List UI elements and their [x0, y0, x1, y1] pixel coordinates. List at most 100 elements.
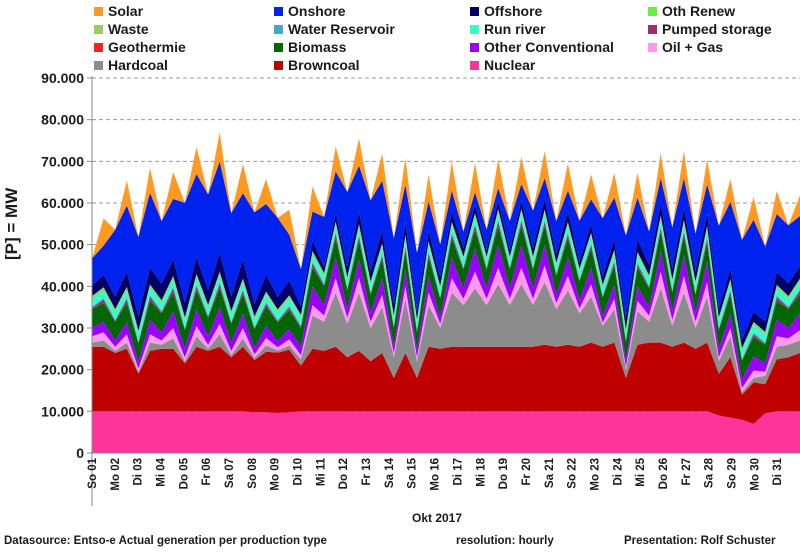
legend-swatch [470, 60, 479, 70]
x-tick-label: So 22 [567, 458, 579, 489]
x-tick-label: Mo 16 [430, 458, 442, 491]
legend-item-solar: Solar [94, 3, 143, 19]
area-hardcoal [92, 282, 800, 395]
y-tick-labels: 0 10.000 20.000 30.000 40.000 50.000 60.000 70.… [41, 70, 84, 461]
footer-datasource: Datasource: Entso-e Actual generation pe… [4, 535, 327, 547]
axes [87, 76, 800, 506]
x-axis-title: Okt 2017 [412, 511, 463, 525]
legend-item-pumped-storage: Pumped storage [648, 21, 772, 37]
x-tick-label: Fr 27 [681, 458, 693, 486]
legend-swatch [648, 6, 657, 16]
x-tick-label: So 08 [247, 457, 259, 488]
legend-item-offshore: Offshore [470, 3, 542, 19]
legend-swatch [94, 42, 103, 52]
x-tick-label: Mo 23 [590, 458, 602, 491]
chart-legend: Solar Onshore Offshore Oth Renew Waste Water … [0, 0, 800, 80]
legend-item-browncoal: Browncoal [274, 57, 360, 73]
y-tick-label: 80.000 [41, 112, 84, 128]
legend-item-water-reservoir: Water Reservoir [274, 21, 395, 37]
area-series [92, 132, 800, 453]
legend-swatch [648, 24, 657, 34]
legend-item-nuclear: Nuclear [470, 57, 535, 73]
x-tick-label: Fr 20 [521, 458, 533, 486]
legend-label: Water Reservoir [288, 21, 395, 37]
legend-item-onshore: Onshore [274, 3, 346, 19]
footer-resolution: resolution: hourly [456, 535, 554, 547]
x-tick-label: Mi 11 [315, 457, 327, 486]
legend-item-geothermie: Geothermie [94, 39, 186, 55]
x-tick-label: Di 24 [612, 457, 624, 485]
x-tick-label: Mo 30 [749, 458, 761, 491]
y-tick-label: 10.000 [41, 403, 84, 419]
legend-item-other-conventional: Other Conventional [470, 39, 614, 55]
x-tick-label: Do 26 [658, 458, 670, 489]
legend-item-waste: Waste [94, 21, 149, 37]
legend-label: Onshore [288, 3, 346, 19]
x-tick-label: Mo 02 [110, 458, 122, 491]
x-tick-label: Do 05 [178, 457, 190, 489]
x-tick-label: Fr 13 [361, 458, 373, 486]
x-tick-labels: So 01 Mo 02 Di 03 Mi 04 Do 05 Fr 06 Sa 07 So 08… [87, 457, 784, 490]
legend-swatch [94, 60, 103, 70]
legend-item-oth-renew: Oth Renew [648, 3, 735, 19]
y-tick-label: 20.000 [41, 362, 84, 378]
legend-swatch [94, 6, 103, 16]
x-tick-label: Di 31 [772, 457, 784, 485]
x-tick-label: So 01 [87, 457, 99, 488]
legend-swatch [274, 6, 283, 16]
y-tick-label: 0 [76, 445, 84, 461]
x-tick-label: Mi 25 [635, 457, 647, 486]
legend-label: Browncoal [288, 57, 360, 73]
legend-swatch [648, 42, 657, 52]
legend-swatch [470, 42, 479, 52]
legend-swatch [274, 60, 283, 70]
area-onshore [92, 161, 800, 340]
legend-item-oil-gas: Oil + Gas [648, 39, 723, 55]
x-tick-label: Do 12 [338, 458, 350, 489]
legend-label: Geothermie [108, 39, 186, 55]
legend-swatch [94, 24, 103, 34]
x-tick-label: Mo 09 [270, 458, 282, 491]
y-tick-label: 70.000 [41, 153, 84, 169]
x-tick-label: Di 03 [133, 458, 145, 486]
area-biomass [92, 225, 800, 380]
x-tick-label: Sa 28 [704, 457, 716, 488]
legend-label: Run river [484, 21, 546, 37]
x-tick-label: Di 10 [293, 458, 305, 486]
x-tick-label: Fr 06 [201, 458, 213, 486]
x-tick-label: Sa 21 [544, 457, 556, 488]
x-tick-label: So 15 [407, 457, 419, 488]
legend-swatch [274, 42, 283, 52]
legend-label: Waste [108, 21, 149, 37]
legend-label: Other Conventional [484, 39, 614, 55]
legend-label: Solar [108, 3, 144, 19]
area-browncoal [92, 342, 800, 424]
legend-swatch [470, 24, 479, 34]
area-nuclear [92, 411, 800, 453]
legend-label: Oth Renew [662, 3, 736, 19]
y-tick-label: 90.000 [41, 70, 84, 86]
x-tick-label: Do 19 [498, 458, 510, 489]
x-tick-label: Sa 14 [384, 457, 396, 488]
y-tick-label: 30.000 [41, 320, 84, 336]
legend-label: Biomass [288, 39, 347, 55]
legend-label: Offshore [484, 3, 543, 19]
legend-item-hardcoal: Hardcoal [94, 57, 168, 73]
legend-label: Pumped storage [662, 21, 772, 37]
x-tick-label: Di 17 [452, 458, 464, 486]
x-tick-label: Mi 18 [475, 457, 487, 486]
legend-swatch [274, 24, 283, 34]
legend-swatch [470, 6, 479, 16]
x-tick-label: So 29 [727, 458, 739, 489]
y-tick-label: 40.000 [41, 278, 84, 294]
y-axis-label: [P] = MW [2, 187, 21, 260]
legend-label: Oil + Gas [662, 39, 724, 55]
x-tick-label: Sa 07 [224, 458, 236, 488]
legend-item-run-river: Run river [470, 21, 545, 37]
y-tick-label: 50.000 [41, 237, 84, 253]
y-tick-label: 60.000 [41, 195, 84, 211]
legend-label: Nuclear [484, 57, 536, 73]
footer-presentation: Presentation: Rolf Schuster [624, 535, 776, 547]
legend-label: Hardcoal [108, 57, 168, 73]
